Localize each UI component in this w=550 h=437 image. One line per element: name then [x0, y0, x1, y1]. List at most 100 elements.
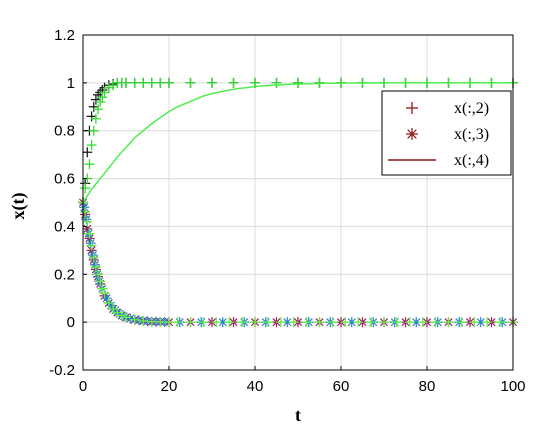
data-point — [327, 317, 338, 328]
data-point — [469, 317, 480, 328]
y-tick-label: 0.2 — [54, 266, 75, 283]
data-point — [87, 250, 98, 261]
data-point — [314, 317, 325, 328]
y-tick-label: 0.6 — [54, 171, 75, 188]
data-point — [164, 77, 174, 88]
data-point — [90, 94, 101, 105]
data-point — [86, 240, 97, 251]
data-point — [101, 293, 112, 304]
data-point — [93, 89, 104, 100]
legend-item: x(:,2) — [406, 100, 489, 117]
x-tick-label: 60 — [333, 378, 350, 395]
x-axis-label: t — [295, 405, 301, 425]
x-tick-label: 80 — [419, 378, 436, 395]
data-point — [262, 317, 273, 328]
data-point — [84, 159, 95, 170]
data-point — [86, 140, 97, 151]
data-point — [288, 317, 299, 328]
legend-item: x(:,3) — [406, 126, 489, 143]
x-tick-label: 20 — [161, 378, 178, 395]
data-point — [93, 269, 104, 280]
legend-asterisk-swatch — [406, 128, 418, 140]
data-point — [391, 317, 402, 328]
data-point — [99, 288, 110, 299]
data-point — [88, 125, 99, 136]
y-tick-label: 0 — [67, 314, 75, 331]
y-tick-label: 1.2 — [54, 27, 75, 44]
data-point — [93, 104, 104, 115]
data-point — [121, 312, 131, 323]
data-point — [86, 111, 97, 122]
data-point — [164, 317, 174, 328]
data-point — [88, 101, 99, 112]
data-point — [275, 317, 286, 328]
data-point — [79, 202, 90, 213]
y-tick-label: 1 — [67, 75, 75, 92]
y-tick-label: -0.2 — [49, 362, 75, 379]
data-point — [237, 317, 248, 328]
data-point — [82, 216, 93, 227]
data-point — [85, 238, 96, 249]
data-point — [443, 317, 454, 328]
data-point — [301, 317, 312, 328]
data-point — [88, 252, 99, 263]
data-point — [95, 97, 106, 107]
y-tick-label: 0.8 — [54, 123, 75, 140]
data-point — [293, 77, 303, 88]
data-point — [495, 317, 506, 328]
data-point — [103, 298, 114, 308]
data-point — [146, 316, 157, 327]
data-point — [90, 262, 101, 273]
data-point — [129, 314, 140, 325]
series-line — [82, 82, 513, 203]
data-point — [340, 317, 351, 328]
data-point — [172, 317, 183, 328]
data-point — [138, 77, 149, 88]
legend-label: x(:,4) — [454, 152, 489, 169]
data-point — [185, 77, 196, 88]
data-point — [80, 183, 91, 194]
legend-box — [381, 90, 512, 176]
data-point — [138, 315, 149, 326]
data-point — [250, 317, 260, 328]
data-point — [456, 317, 467, 328]
data-point — [224, 317, 235, 328]
data-point — [97, 283, 108, 294]
data-point — [84, 228, 95, 239]
x-tick-label: 100 — [500, 378, 525, 395]
data-point — [97, 92, 108, 103]
data-point — [125, 313, 136, 324]
data-point — [103, 82, 114, 93]
data-point — [228, 77, 239, 88]
data-point — [121, 77, 131, 88]
data-point — [430, 317, 441, 328]
data-point — [271, 77, 282, 88]
series-4 — [78, 197, 518, 328]
legend-label: x(:,3) — [454, 126, 489, 143]
data-point — [482, 317, 493, 328]
data-point — [116, 310, 127, 321]
legend-label: x(:,2) — [454, 100, 489, 117]
data-point — [198, 317, 209, 328]
data-point — [129, 77, 140, 88]
x-tick-label: 40 — [247, 378, 264, 395]
y-axis-label: x(t) — [8, 193, 29, 220]
data-point — [80, 207, 91, 218]
tick-labels: 0 20 40 60 80 100-0.200.20.40.60.811.2 — [49, 27, 525, 395]
data-point — [99, 87, 110, 98]
data-point — [417, 317, 428, 328]
x-tick-label: 0 — [79, 378, 87, 395]
data-point — [90, 113, 101, 124]
data-point — [353, 317, 364, 328]
series-5 — [82, 82, 513, 203]
data-point — [155, 77, 166, 88]
plot-frame — [82, 34, 514, 371]
data-point — [146, 77, 157, 88]
data-point — [404, 317, 415, 328]
legend: x(:,2) x(:,3) x(:,4) — [381, 90, 512, 176]
data-point — [366, 317, 377, 328]
data-point — [108, 80, 119, 91]
data-point — [82, 147, 93, 158]
y-tick-label: 0.4 — [54, 218, 75, 235]
